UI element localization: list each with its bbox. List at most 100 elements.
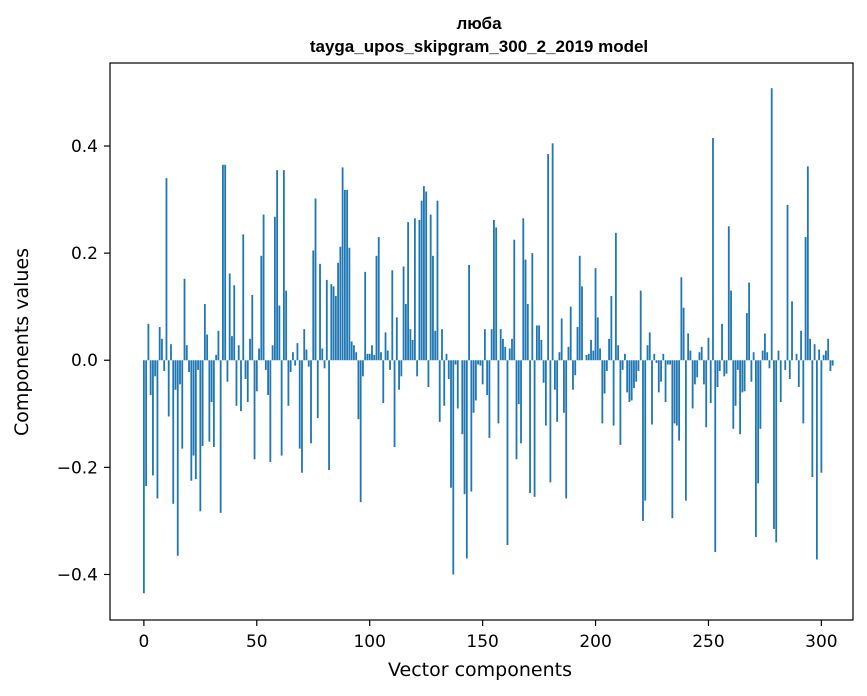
bar-164 [513, 239, 516, 361]
bar-90 [346, 189, 349, 361]
bar-4 [152, 360, 154, 476]
bar-261 [732, 360, 735, 429]
bar-297 [813, 344, 816, 361]
bar-246 [698, 352, 701, 361]
bar-151 [483, 329, 486, 361]
bar-192 [576, 327, 579, 361]
bar-154 [490, 329, 493, 361]
bar-301 [822, 354, 825, 361]
x-axis-ticks: 0 50 100 150 200 250 300 [138, 620, 838, 652]
bar-239 [682, 307, 685, 361]
bar-298 [815, 360, 818, 560]
bar-95 [357, 360, 360, 420]
bar-12 [170, 344, 172, 361]
bar-23 [194, 360, 197, 480]
bar-130 [436, 200, 439, 361]
bar-132 [441, 329, 443, 361]
bar-52 [260, 255, 263, 361]
bar-113 [398, 360, 400, 390]
bar-186 [563, 360, 565, 413]
bar-161 [506, 360, 509, 546]
bar-163 [511, 338, 513, 361]
bar-268 [748, 282, 751, 361]
bar-38 [228, 273, 231, 361]
bar-159 [502, 338, 504, 361]
bar-29 [208, 360, 211, 442]
bar-190 [572, 360, 574, 390]
bar-129 [434, 330, 437, 361]
bar-15 [176, 360, 179, 556]
x-tick-label: 200 [579, 632, 611, 652]
bar-45 [244, 360, 247, 379]
bar-253 [714, 360, 717, 552]
bar-230 [662, 353, 665, 361]
bar-203 [601, 360, 604, 424]
bar-53 [262, 214, 265, 361]
bar-62 [282, 170, 285, 361]
bar-116 [404, 304, 407, 361]
bar-152 [486, 360, 489, 396]
bar-187 [565, 360, 568, 499]
bar-5 [154, 360, 157, 377]
bar-141 [461, 360, 464, 435]
bar-173 [533, 360, 536, 497]
bar-219 [637, 360, 640, 371]
bar-217 [633, 360, 635, 389]
bar-158 [499, 329, 502, 361]
bar-235 [673, 360, 676, 424]
bar-169 [524, 259, 527, 361]
bar-212 [621, 360, 624, 370]
bar-168 [522, 218, 525, 361]
bar-115 [402, 266, 405, 361]
bar-145 [470, 360, 473, 492]
bar-155 [493, 219, 495, 361]
bar-65 [289, 360, 292, 373]
bar-104 [377, 237, 380, 361]
bar-205 [605, 360, 608, 371]
y-axis-ticks: −0.4 −0.2 0.0 0.2 0.4 [57, 137, 110, 585]
bar-188 [567, 346, 570, 361]
y-tick-label: 0.4 [71, 137, 98, 157]
bar-77 [316, 360, 319, 419]
bar-114 [400, 360, 403, 377]
bar-252 [712, 137, 714, 361]
bar-80 [323, 360, 326, 369]
bar-215 [628, 360, 631, 403]
bar-259 [727, 226, 730, 361]
bar-135 [447, 360, 450, 379]
x-tick-label: 100 [353, 632, 385, 652]
bar-276 [766, 352, 769, 361]
bar-81 [325, 279, 328, 361]
bar-262 [734, 360, 737, 406]
bar-121 [416, 360, 419, 377]
y-tick-label: −0.2 [57, 458, 98, 478]
bar-226 [653, 353, 656, 361]
bar-63 [285, 290, 288, 361]
bar-1 [145, 360, 148, 487]
bar-22 [192, 360, 195, 456]
bar-208 [612, 360, 615, 426]
bar-199 [592, 350, 595, 361]
bar-26 [201, 360, 204, 446]
bar-82 [328, 360, 330, 471]
bar-165 [515, 360, 518, 460]
bar-209 [614, 232, 617, 361]
bar-147 [474, 360, 477, 401]
bar-241 [687, 333, 690, 361]
bar-50 [255, 360, 258, 392]
y-tick-label: 0.0 [71, 351, 98, 371]
x-axis-label: Vector components [388, 659, 572, 681]
bar-294 [806, 166, 809, 361]
bar-41 [235, 360, 238, 406]
bar-57 [271, 345, 274, 361]
bar-134 [445, 353, 448, 361]
bar-265 [741, 360, 744, 393]
bar-112 [395, 317, 398, 361]
bar-181 [551, 143, 554, 361]
bar-220 [639, 290, 642, 361]
bar-67 [294, 360, 297, 366]
bar-28 [206, 334, 209, 361]
bar-96 [359, 360, 362, 503]
bar-275 [764, 333, 766, 361]
bar-39 [231, 336, 233, 361]
